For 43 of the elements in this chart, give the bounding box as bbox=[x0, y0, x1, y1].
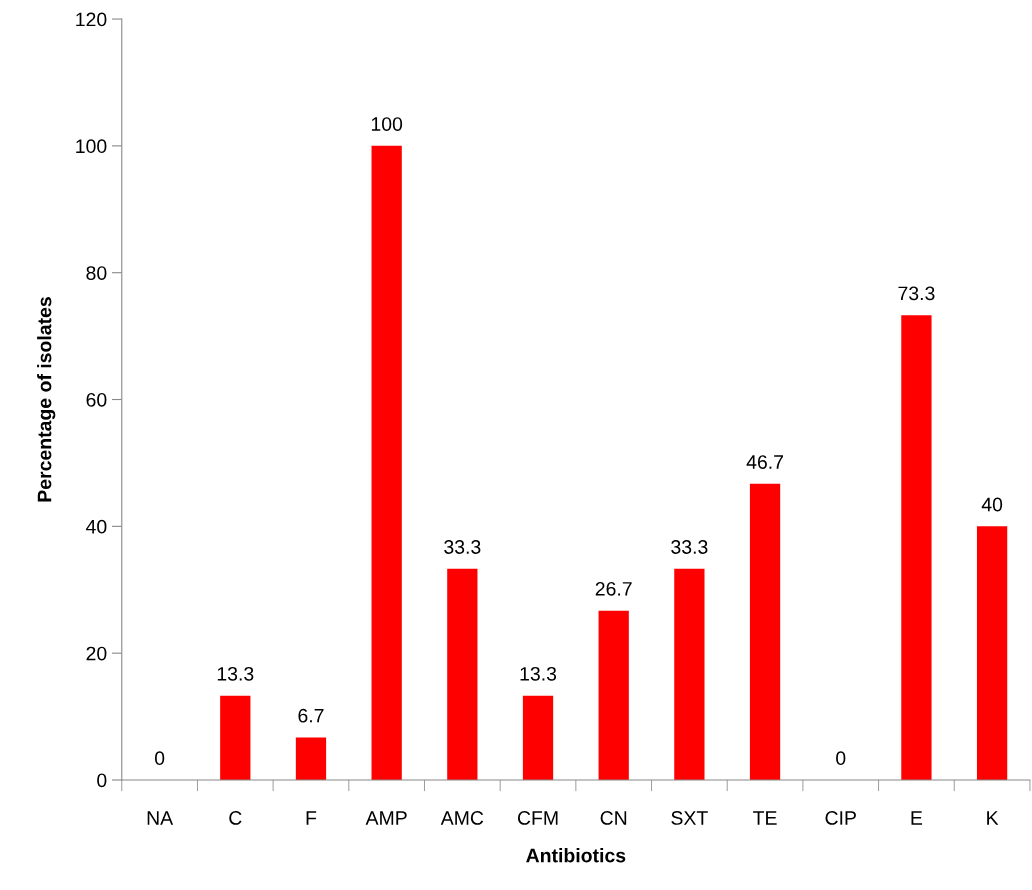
y-tick-label: 120 bbox=[76, 12, 107, 27]
bar bbox=[901, 315, 932, 780]
x-tick-label: CIP bbox=[825, 811, 856, 825]
x-tick-label: SXT bbox=[671, 811, 708, 825]
x-tick-label: E bbox=[911, 811, 923, 825]
y-tick-label: 80 bbox=[86, 266, 107, 280]
x-tick-label: CN bbox=[600, 811, 627, 825]
bar bbox=[598, 610, 629, 780]
bar bbox=[674, 568, 705, 780]
x-tick-label: CFM bbox=[517, 811, 558, 825]
data-label: 100 bbox=[371, 117, 403, 131]
data-label: 40 bbox=[981, 497, 1003, 512]
bar bbox=[976, 526, 1008, 780]
x-tick-label: K bbox=[987, 811, 999, 825]
x-tick-label: AMC bbox=[440, 811, 484, 825]
x-tick-label: F bbox=[306, 811, 317, 825]
data-label: 33.3 bbox=[444, 540, 481, 554]
y-tick-label: 60 bbox=[86, 392, 107, 407]
x-axis-title: Antibiotics bbox=[526, 848, 626, 863]
data-label: 0 bbox=[836, 751, 846, 766]
x-tick-label: TE bbox=[753, 811, 777, 825]
bar bbox=[522, 695, 554, 780]
bar bbox=[371, 145, 402, 780]
data-label: 6.7 bbox=[298, 708, 324, 723]
data-label: 0 bbox=[154, 751, 165, 766]
data-label: 46.7 bbox=[746, 455, 783, 469]
bar bbox=[447, 568, 478, 780]
bar bbox=[749, 483, 781, 780]
y-tick-label: 20 bbox=[86, 646, 107, 661]
data-label: 73.3 bbox=[898, 286, 935, 301]
x-tick-label: C bbox=[229, 811, 242, 825]
data-label: 33.3 bbox=[671, 540, 708, 554]
y-tick-label: 40 bbox=[86, 519, 107, 534]
bar bbox=[220, 695, 251, 780]
x-tick-label: NA bbox=[147, 811, 174, 825]
data-label: 13.3 bbox=[520, 666, 557, 681]
bar bbox=[295, 737, 327, 780]
data-label: 13.3 bbox=[217, 666, 254, 681]
y-tick-label: 0 bbox=[97, 773, 107, 788]
y-axis-title: Percentage of isolates bbox=[37, 297, 56, 502]
y-tick-label: 100 bbox=[76, 139, 107, 154]
x-tick-label: AMP bbox=[365, 811, 407, 825]
data-label: 26.7 bbox=[595, 581, 632, 596]
